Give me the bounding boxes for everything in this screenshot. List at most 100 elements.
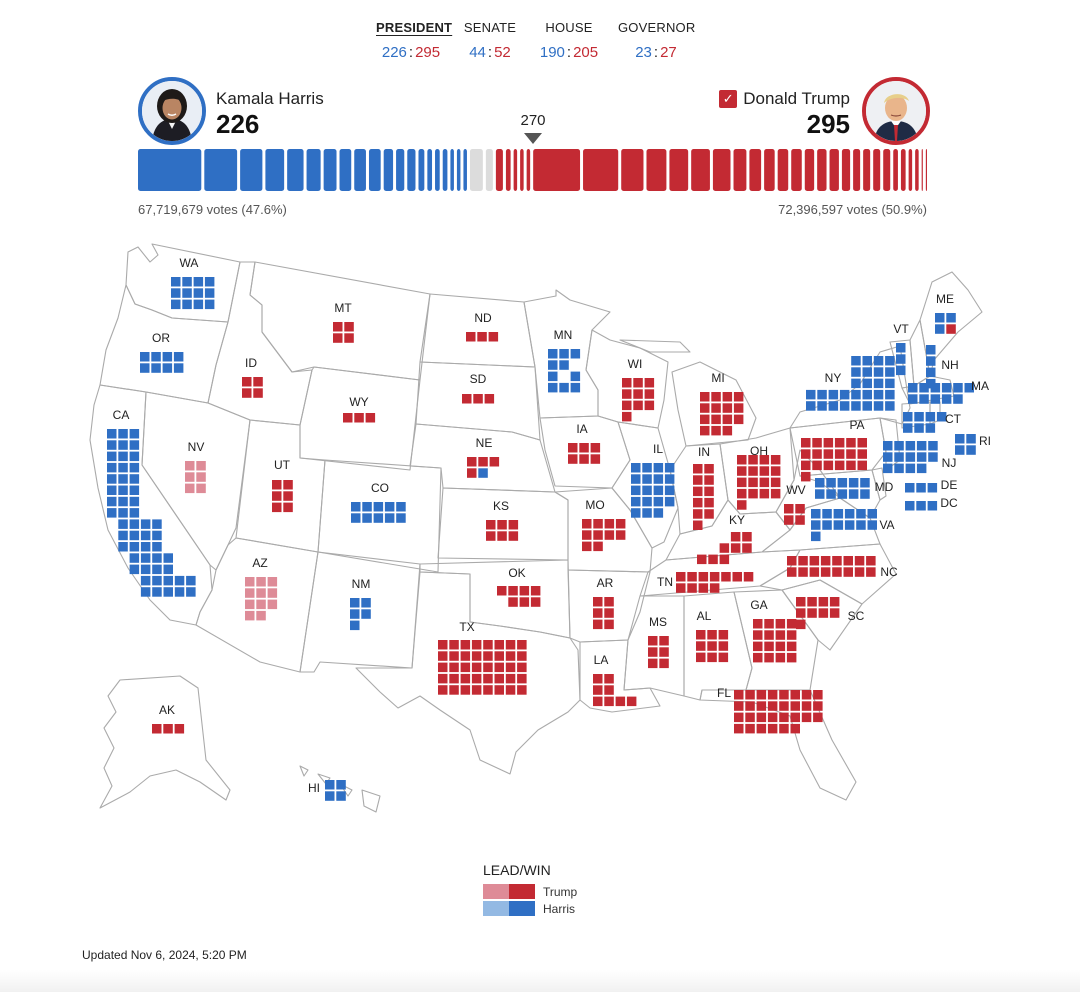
electoral-vote-square-ga[interactable] — [753, 619, 763, 629]
electoral-vote-square-sd[interactable] — [484, 394, 495, 404]
tab-senate[interactable]: SENATE 44:52 — [458, 20, 522, 61]
electoral-vote-square-ca[interactable] — [140, 519, 151, 529]
electoral-vote-square-nj[interactable] — [916, 452, 927, 462]
electoral-vote-square-az[interactable] — [267, 588, 278, 598]
electoral-vote-square-nc[interactable] — [798, 556, 808, 566]
electoral-vote-square-mi[interactable] — [711, 392, 721, 402]
electoral-vote-square-fl[interactable] — [779, 723, 789, 734]
state-label-ri[interactable]: RI — [979, 434, 991, 448]
electoral-vote-square-mt[interactable] — [344, 322, 354, 332]
state-label-nh[interactable]: NH — [941, 358, 958, 372]
electoral-vote-square-az[interactable] — [245, 610, 255, 621]
electoral-vote-square-pa[interactable] — [812, 460, 822, 471]
electoral-vote-square-wv[interactable] — [784, 504, 794, 514]
electoral-vote-square-nj[interactable] — [916, 441, 927, 451]
electoral-vote-square-tx[interactable] — [483, 662, 493, 673]
electoral-vote-square-mi[interactable] — [722, 403, 733, 413]
electoral-vote-square-ca[interactable] — [174, 575, 185, 586]
electoral-vote-square-co[interactable] — [384, 513, 395, 523]
electoral-vote-square-ks[interactable] — [486, 520, 496, 530]
electoral-vote-square-ca[interactable] — [118, 508, 128, 518]
electoral-vote-square-co[interactable] — [351, 502, 361, 512]
electoral-vote-square-wi[interactable] — [644, 400, 655, 411]
electoral-vote-square-fl[interactable] — [790, 701, 801, 711]
electoral-vote-square-wi[interactable] — [622, 378, 632, 388]
electoral-vote-square-ca[interactable] — [152, 519, 162, 529]
electoral-vote-square-il[interactable] — [664, 463, 675, 473]
electoral-vote-square-ks[interactable] — [497, 520, 507, 530]
electoral-vote-square-ca[interactable] — [152, 587, 162, 597]
electoral-vote-square-ca[interactable] — [174, 587, 185, 597]
electoral-vote-square-nj[interactable] — [894, 463, 904, 474]
electoral-vote-square-ca[interactable] — [118, 530, 128, 541]
electoral-vote-square-co[interactable] — [362, 513, 372, 523]
electoral-vote-square-ny[interactable] — [839, 389, 850, 400]
electoral-vote-square-ca[interactable] — [129, 429, 140, 439]
electoral-vote-square-ca[interactable] — [118, 451, 128, 462]
electoral-vote-square-mi[interactable] — [733, 403, 744, 413]
electoral-vote-square-ar[interactable] — [593, 597, 603, 607]
electoral-vote-square-mi[interactable] — [711, 425, 721, 436]
electoral-vote-square-wa[interactable] — [193, 288, 204, 298]
electoral-vote-square-ca[interactable] — [140, 587, 151, 597]
electoral-vote-square-fl[interactable] — [790, 690, 801, 700]
electoral-vote-square-mn[interactable] — [548, 360, 558, 370]
electoral-vote-square-oh[interactable] — [759, 455, 770, 465]
electoral-vote-square-oh[interactable] — [770, 488, 781, 499]
electoral-vote-square-il[interactable] — [664, 474, 675, 484]
electoral-vote-square-nv[interactable] — [196, 461, 206, 471]
electoral-vote-square-tn[interactable] — [687, 572, 697, 582]
electoral-vote-square-mn[interactable] — [559, 349, 569, 359]
electoral-vote-square-ct[interactable] — [925, 412, 936, 422]
electoral-vote-square-tx[interactable] — [494, 651, 505, 661]
state-label-il[interactable]: IL — [653, 442, 663, 456]
electoral-vote-square-ny[interactable] — [873, 367, 884, 377]
electoral-vote-square-fl[interactable] — [790, 723, 801, 734]
electoral-vote-square-ks[interactable] — [508, 531, 519, 541]
electoral-vote-square-mo[interactable] — [615, 530, 626, 540]
electoral-vote-square-tx[interactable] — [449, 662, 459, 673]
electoral-vote-square-va[interactable] — [833, 520, 844, 530]
electoral-vote-square-ok[interactable] — [497, 586, 507, 596]
electoral-vote-square-la[interactable] — [604, 674, 614, 684]
electoral-vote-square-md[interactable] — [826, 478, 836, 488]
electoral-vote-square-ny[interactable] — [862, 356, 873, 366]
electoral-vote-square-ca[interactable] — [107, 496, 117, 507]
electoral-vote-square-nj[interactable] — [928, 441, 938, 451]
electoral-vote-square-md[interactable] — [848, 478, 859, 488]
electoral-vote-square-wi[interactable] — [622, 389, 632, 399]
electoral-vote-square-mo[interactable] — [604, 519, 615, 529]
electoral-vote-square-ca[interactable] — [140, 575, 151, 586]
electoral-vote-square-fl[interactable] — [745, 723, 755, 734]
electoral-vote-square-ct[interactable] — [914, 412, 924, 422]
electoral-vote-square-pa[interactable] — [812, 449, 822, 459]
electoral-vote-square-ar[interactable] — [593, 608, 603, 618]
electoral-vote-square-pa[interactable] — [834, 460, 845, 471]
electoral-vote-square-ga[interactable] — [775, 641, 786, 652]
electoral-vote-square-ca[interactable] — [129, 564, 140, 575]
electoral-vote-square-nh[interactable] — [926, 367, 936, 378]
electoral-vote-square-pa[interactable] — [801, 471, 811, 482]
electoral-vote-square-wv[interactable] — [795, 515, 805, 525]
electoral-vote-square-ma[interactable] — [919, 394, 929, 404]
electoral-vote-square-mn[interactable] — [570, 371, 581, 382]
electoral-vote-square-al[interactable] — [718, 652, 729, 663]
electoral-vote-square-il[interactable] — [653, 463, 664, 473]
electoral-vote-square-ca[interactable] — [107, 474, 117, 484]
electoral-vote-square-dc[interactable] — [916, 501, 926, 511]
electoral-vote-square-ny[interactable] — [885, 378, 895, 389]
electoral-vote-square-id[interactable] — [253, 388, 263, 398]
state-label-la[interactable]: LA — [594, 653, 609, 667]
electoral-vote-square-ok[interactable] — [519, 586, 530, 596]
state-label-ca[interactable]: CA — [113, 408, 130, 422]
electoral-vote-square-va[interactable] — [811, 520, 821, 530]
electoral-vote-square-hi[interactable] — [336, 780, 346, 790]
electoral-vote-square-wy[interactable] — [343, 413, 353, 423]
electoral-vote-square-az[interactable] — [267, 599, 278, 610]
state-label-or[interactable]: OR — [152, 331, 170, 345]
state-label-sd[interactable]: SD — [470, 372, 487, 386]
electoral-vote-square-tn[interactable] — [676, 572, 686, 582]
electoral-vote-square-fl[interactable] — [801, 690, 812, 700]
electoral-vote-square-nc[interactable] — [866, 567, 876, 577]
electoral-vote-square-pa[interactable] — [801, 449, 811, 459]
